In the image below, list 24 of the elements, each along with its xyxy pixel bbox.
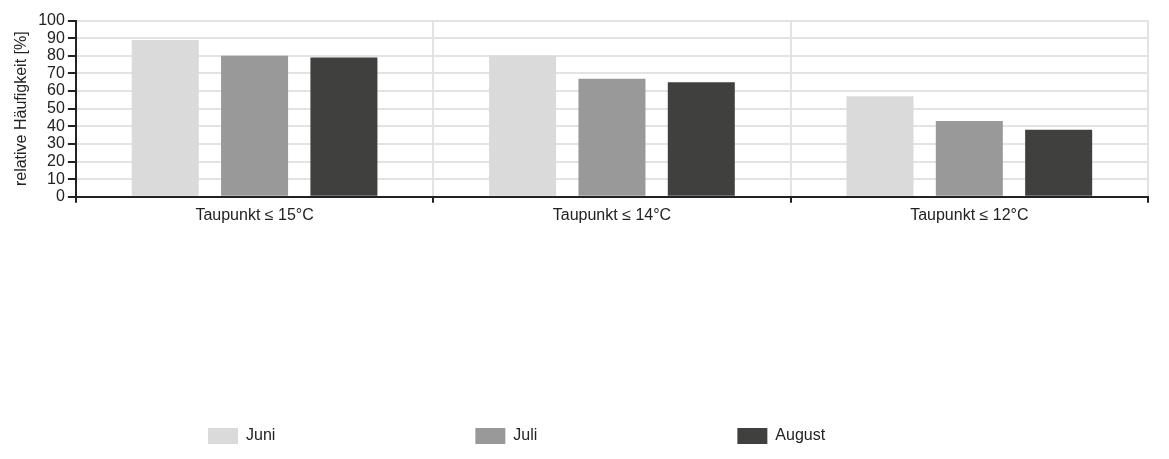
bar: [667, 82, 735, 196]
y-tick-label: 80: [47, 46, 65, 64]
bar: [1025, 129, 1093, 196]
y-tick-label: 40: [47, 116, 65, 134]
y-tick-label: 30: [47, 134, 65, 152]
y-tick-label: 70: [47, 63, 65, 81]
y-tick-label: 20: [47, 151, 65, 169]
bar: [221, 55, 289, 196]
legend-label: Juli: [513, 426, 538, 444]
x-tick-label: Taupunkt ≤ 14°C: [552, 205, 672, 223]
y-tick-label: 60: [47, 81, 65, 99]
x-tick-label: Taupunkt ≤ 15°C: [195, 205, 314, 223]
y-tick-label: 0: [55, 187, 65, 205]
bar: [578, 78, 646, 196]
y-tick-label: 50: [47, 99, 65, 117]
bar: [935, 121, 1003, 196]
legend-label: Juni: [246, 426, 276, 444]
x-tick-label: Taupunkt ≤ 12°C: [910, 205, 1029, 223]
y-axis-title: relative Häufigkeit [%]: [12, 31, 30, 187]
y-tick-label: 10: [47, 169, 65, 187]
legend-label: August: [775, 426, 826, 444]
bar: [310, 57, 378, 196]
y-tick-label: 100: [38, 11, 65, 29]
y-tick-label: 90: [47, 28, 65, 46]
